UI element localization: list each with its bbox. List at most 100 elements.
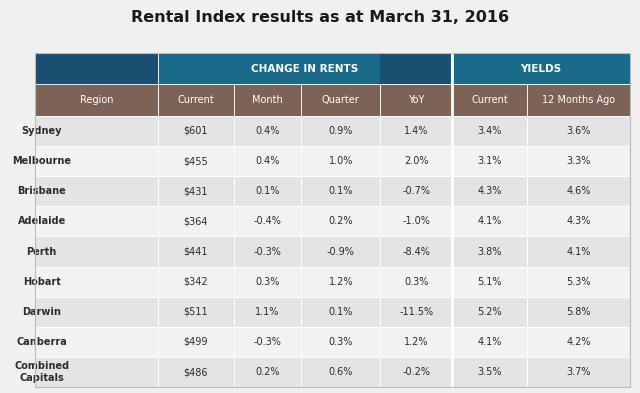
Bar — [158, 176, 234, 206]
Bar — [158, 116, 234, 146]
Text: 4.3%: 4.3% — [477, 186, 502, 196]
Bar — [35, 327, 158, 357]
Bar — [527, 206, 630, 237]
Bar — [301, 357, 380, 387]
Bar — [452, 176, 527, 206]
Text: -0.2%: -0.2% — [402, 367, 430, 377]
Text: -8.4%: -8.4% — [402, 246, 430, 257]
Text: Perth: Perth — [26, 246, 57, 257]
Text: Rental Index results as at March 31, 2016: Rental Index results as at March 31, 201… — [131, 10, 509, 25]
Text: $455: $455 — [184, 156, 208, 166]
Bar — [380, 357, 452, 387]
Text: 0.1%: 0.1% — [255, 186, 280, 196]
Text: Brisbane: Brisbane — [17, 186, 66, 196]
Text: -1.0%: -1.0% — [402, 217, 430, 226]
Text: Sydney: Sydney — [21, 126, 62, 136]
Bar — [35, 53, 158, 116]
Bar — [301, 84, 380, 116]
Text: -11.5%: -11.5% — [399, 307, 433, 317]
Bar — [452, 53, 630, 84]
Bar — [380, 176, 452, 206]
Text: Canberra: Canberra — [16, 337, 67, 347]
Text: 3.8%: 3.8% — [477, 246, 502, 257]
Bar — [452, 146, 527, 176]
Text: 0.2%: 0.2% — [255, 367, 280, 377]
Text: $499: $499 — [184, 337, 208, 347]
Bar — [380, 84, 452, 116]
Bar — [35, 237, 158, 266]
Text: Current: Current — [471, 95, 508, 105]
Text: $486: $486 — [184, 367, 208, 377]
Text: $601: $601 — [184, 126, 208, 136]
Bar — [380, 327, 452, 357]
Bar — [35, 84, 158, 116]
Text: $431: $431 — [184, 186, 208, 196]
Bar — [35, 297, 158, 327]
Bar — [158, 84, 234, 116]
Bar — [234, 237, 301, 266]
Text: 0.3%: 0.3% — [255, 277, 280, 286]
Text: 0.1%: 0.1% — [328, 186, 353, 196]
Bar — [380, 116, 452, 146]
Text: 1.0%: 1.0% — [328, 156, 353, 166]
Bar — [35, 206, 158, 237]
Bar — [234, 206, 301, 237]
Text: 5.1%: 5.1% — [477, 277, 502, 286]
Bar — [301, 266, 380, 297]
Bar — [452, 327, 527, 357]
Bar — [301, 206, 380, 237]
Text: $441: $441 — [184, 246, 208, 257]
Text: 0.6%: 0.6% — [328, 367, 353, 377]
Text: 3.1%: 3.1% — [477, 156, 502, 166]
Bar — [452, 297, 527, 327]
Text: 0.4%: 0.4% — [255, 156, 280, 166]
Bar — [380, 266, 452, 297]
Bar — [380, 206, 452, 237]
Text: 0.9%: 0.9% — [328, 126, 353, 136]
Text: 3.7%: 3.7% — [566, 367, 591, 377]
Bar — [301, 297, 380, 327]
Text: Darwin: Darwin — [22, 307, 61, 317]
Text: $511: $511 — [184, 307, 208, 317]
Bar — [158, 266, 234, 297]
Bar — [234, 327, 301, 357]
Bar — [234, 84, 301, 116]
Text: YoY: YoY — [408, 95, 424, 105]
Bar — [35, 357, 158, 387]
Bar — [380, 237, 452, 266]
Text: 4.6%: 4.6% — [566, 186, 591, 196]
Bar — [234, 297, 301, 327]
Bar — [452, 84, 527, 116]
Text: -0.4%: -0.4% — [253, 217, 281, 226]
Text: -0.9%: -0.9% — [327, 246, 355, 257]
Bar — [234, 116, 301, 146]
Text: Combined
Capitals: Combined Capitals — [14, 361, 69, 383]
Bar — [301, 176, 380, 206]
Bar — [527, 116, 630, 146]
Text: Month: Month — [252, 95, 283, 105]
Text: Melbourne: Melbourne — [12, 156, 71, 166]
Bar — [234, 176, 301, 206]
Text: 1.1%: 1.1% — [255, 307, 280, 317]
Text: 4.2%: 4.2% — [566, 337, 591, 347]
Text: 2.0%: 2.0% — [404, 156, 428, 166]
Bar — [158, 146, 234, 176]
Text: Region: Region — [80, 95, 113, 105]
Bar — [158, 53, 452, 84]
Bar — [158, 327, 234, 357]
Text: 4.1%: 4.1% — [566, 246, 591, 257]
Text: Current: Current — [177, 95, 214, 105]
Text: Quarter: Quarter — [322, 95, 360, 105]
Text: 0.1%: 0.1% — [328, 307, 353, 317]
Bar — [380, 297, 452, 327]
Text: CHANGE IN RENTS: CHANGE IN RENTS — [252, 64, 358, 74]
Bar — [452, 206, 527, 237]
Text: 5.2%: 5.2% — [477, 307, 502, 317]
Text: Adelaide: Adelaide — [17, 217, 66, 226]
Text: 4.1%: 4.1% — [477, 337, 502, 347]
Text: 1.4%: 1.4% — [404, 126, 428, 136]
Bar — [527, 357, 630, 387]
Text: 1.2%: 1.2% — [328, 277, 353, 286]
Text: -0.7%: -0.7% — [402, 186, 430, 196]
Text: 4.1%: 4.1% — [477, 217, 502, 226]
